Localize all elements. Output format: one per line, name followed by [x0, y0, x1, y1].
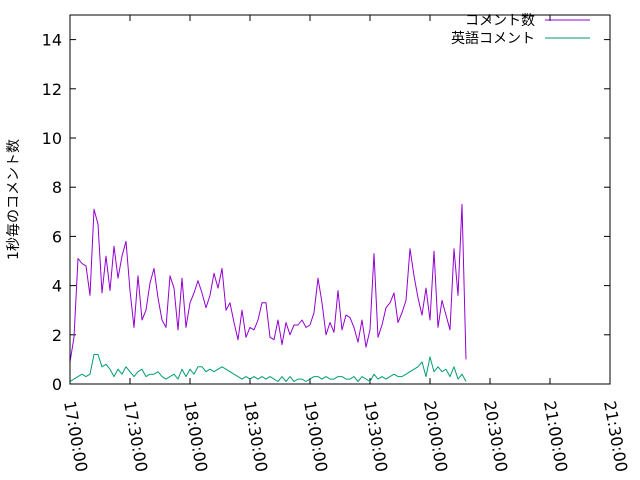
y-tick-label: 10 — [42, 129, 62, 148]
series-layer — [69, 203, 467, 382]
legend-label-1: 英語コメント — [451, 30, 535, 47]
plot-frame — [69, 14, 611, 385]
series-line-0 — [69, 203, 467, 362]
y-tick-label: 12 — [42, 80, 62, 99]
y-tick-label: 0 — [52, 375, 62, 394]
y-tick-label: 8 — [52, 178, 62, 197]
y-axis-label: 1秒毎のコメント数 — [6, 139, 22, 260]
y-tick-label: 4 — [52, 277, 62, 296]
labels-layer: 1秒毎のコメント数 — [6, 139, 22, 260]
y-tick-label: 6 — [52, 227, 62, 246]
series-line-1 — [69, 354, 467, 382]
y-tick-label: 2 — [52, 326, 62, 345]
legend-label-0: コメント数 — [465, 13, 535, 29]
y-tick-label: 14 — [42, 31, 62, 50]
